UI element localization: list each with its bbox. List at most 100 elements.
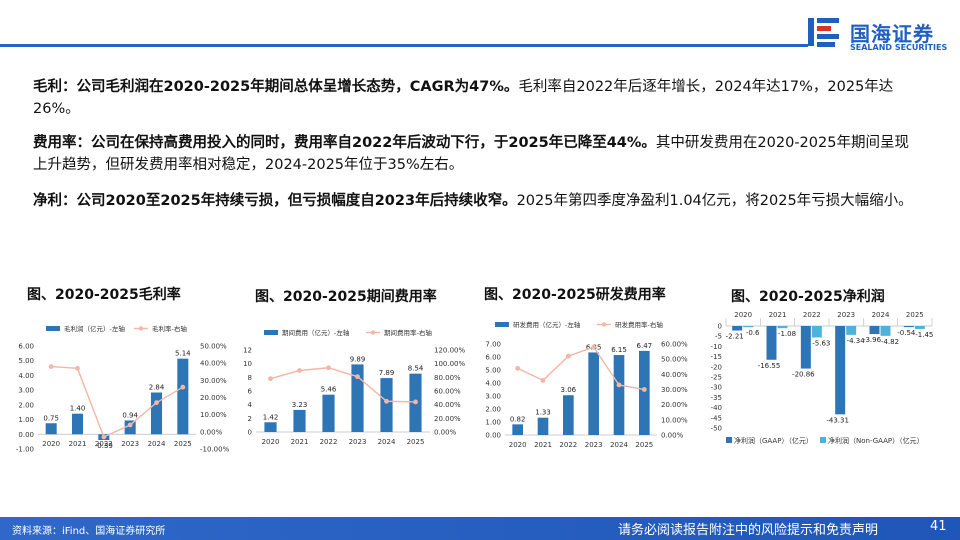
y-left-tick: 6	[248, 388, 253, 396]
y-right-tick: 10.00%	[200, 411, 227, 419]
x-tick-label: 2024	[872, 311, 890, 319]
data-label: -5.63	[812, 339, 830, 347]
y-left-tick: 0.00	[485, 432, 501, 440]
bar	[880, 326, 891, 336]
legend-swatch-bar	[495, 322, 509, 327]
data-label: 0.82	[510, 415, 526, 423]
x-tick-label: 2020	[42, 440, 60, 448]
x-tick-label: 2022	[559, 441, 577, 449]
line-point	[616, 382, 622, 388]
data-label: 8.54	[408, 365, 424, 373]
bar	[45, 423, 57, 435]
data-label: 6.15	[611, 346, 627, 354]
data-label: 3.06	[561, 386, 577, 394]
bar	[743, 326, 754, 328]
y-left-tick: 5.00	[485, 367, 501, 375]
data-label: -4.82	[881, 338, 899, 346]
bar	[811, 326, 822, 338]
data-label: -1.45	[915, 331, 933, 339]
legend-swatch-bar	[264, 330, 278, 335]
y-right-tick: 100.00%	[434, 360, 465, 368]
x-tick-label: 2020	[262, 438, 280, 446]
chart-expense-ratio-svg: 期间费用（亿元）-左轴 期间费用率-右轴0246810120.00%20.00%4…	[243, 328, 465, 446]
x-tick-label: 2022	[320, 438, 338, 446]
line-point	[101, 434, 107, 440]
legend-label: 净利润（GAAP）（亿元）	[734, 436, 813, 445]
legend-label: 净利润（Non-GAAP）（亿元）	[828, 436, 924, 445]
y-right-tick: 0.00%	[434, 429, 457, 437]
x-tick-label: 2023	[837, 311, 855, 319]
y-left-tick: -1.00	[16, 446, 34, 454]
bar	[177, 358, 189, 435]
y-right-tick: 50.00%	[200, 343, 227, 351]
data-label: 1.40	[70, 405, 86, 413]
paragraph-bold: 毛利：公司毛利润在2020-2025年期间总体呈增长态势，CAGR为47%。	[33, 79, 519, 95]
header-rule	[0, 44, 808, 47]
y-tick: -25	[711, 374, 722, 382]
company-logo: 国海证券 SEALAND SECURITIES	[806, 12, 956, 56]
y-tick: -15	[711, 353, 722, 361]
line-point	[297, 368, 302, 373]
line-point	[326, 365, 331, 371]
data-label: 1.42	[263, 413, 279, 421]
line-point	[355, 374, 360, 380]
chart-rnd-ratio: 研发费用（亿元）-左轴 研发费用率-右轴 0.00 1.00 2.00 3.00 4.00 5…	[475, 314, 703, 468]
legend-label-bar: 毛利润（亿元）-左轴	[64, 324, 125, 333]
x-tick-label: 2021	[534, 441, 552, 449]
x-tick-label: 2024	[610, 441, 628, 449]
y-left-tick: 6.00	[18, 343, 34, 351]
bar	[732, 326, 743, 331]
data-label: -16.55	[758, 362, 781, 370]
y-right-tick: 50.00%	[661, 356, 688, 364]
data-label: 7.89	[379, 369, 395, 377]
logo-mark-icon	[808, 18, 839, 47]
y-left-tick: 0.00	[18, 431, 34, 439]
data-label: -0.54	[897, 329, 916, 337]
y-tick: -30	[711, 384, 722, 392]
y-tick: -45	[711, 414, 722, 422]
y-tick: -20	[711, 363, 722, 371]
y-left-tick: 4.00	[485, 380, 501, 388]
y-right-tick: 0.00%	[661, 432, 684, 440]
paragraph-expense-ratio: 费用率：公司在保持高费用投入的同时，费用率自2022年后波动下行，于2025年已…	[33, 132, 913, 176]
chart-title-gross-margin: 图、2020-2025毛利率	[27, 287, 181, 303]
chart-gross-margin-svg: 毛利润（亿元）-左轴 毛利率-右轴 -1.00 0.00 1.00 2.00 3.00 4.0…	[16, 324, 230, 454]
paragraph-bold: 费用率：公司在保持高费用投入的同时，费用率自2022年后波动下行，于2025年已…	[33, 135, 656, 151]
x-tick-label: 2021	[69, 440, 87, 448]
bar	[639, 350, 650, 435]
line-point	[48, 364, 54, 369]
chart-title-expense-ratio: 图、2020-2025期间费用率	[255, 289, 437, 305]
logo-text-en: SEALAND SECURITIES	[850, 43, 948, 52]
x-tick-label: 2020	[734, 311, 752, 319]
line-point	[154, 400, 159, 406]
data-label: -2.21	[726, 333, 744, 341]
bar	[150, 392, 163, 435]
paragraph-text: 2025年第四季度净盈利1.04亿元，将2025年亏损大幅缩小。	[516, 193, 913, 209]
x-tick-label: 2023	[121, 440, 139, 448]
line-point	[515, 365, 521, 371]
x-tick-label: 2024	[378, 438, 396, 446]
line-point	[384, 398, 389, 404]
data-label: -0.39	[95, 442, 113, 450]
footer-disclaimer: 请务必阅读报告附注中的风险提示和免责声明	[618, 523, 879, 538]
y-tick: -10	[711, 343, 722, 351]
line-point	[268, 376, 273, 382]
line-point	[591, 344, 597, 350]
x-tick-label: 2022	[803, 311, 821, 319]
y-right-tick: 120.00%	[434, 347, 465, 355]
y-right-tick: 60.00%	[434, 388, 461, 396]
line-point	[641, 387, 647, 392]
bar	[380, 378, 393, 432]
y-right-tick: 80.00%	[434, 374, 461, 382]
data-label: 2.84	[149, 383, 165, 391]
legend-label-line: 毛利率-右轴	[152, 324, 187, 333]
x-tick-label: 2021	[291, 438, 309, 446]
line-point	[180, 384, 186, 390]
y-left-tick: 6.00	[485, 354, 501, 362]
y-left-tick: 7.00	[485, 341, 501, 349]
y-left-tick: 1.00	[485, 419, 501, 427]
data-label: 5.46	[321, 386, 337, 394]
legend-label-line: 期间费用率-右轴	[384, 328, 432, 337]
footer-bar	[0, 517, 960, 540]
y-tick: 0	[718, 323, 722, 331]
